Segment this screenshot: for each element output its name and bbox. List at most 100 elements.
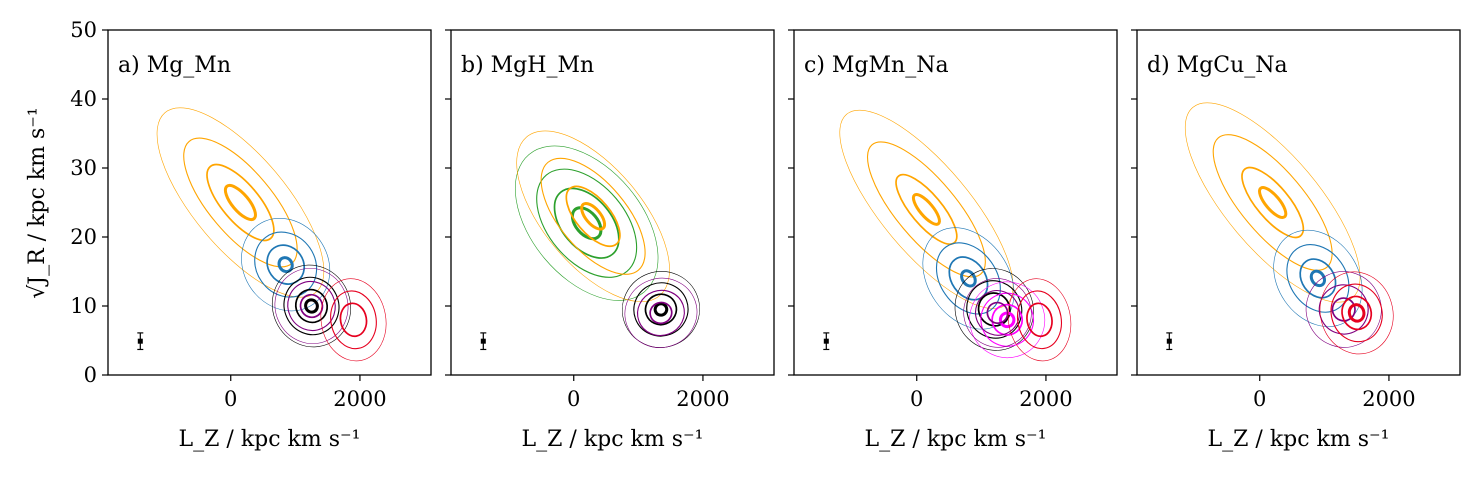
contour-line-1-1 [514,145,659,301]
contour-line-4-1 [274,268,349,344]
contour-line-3-2 [633,282,689,337]
contour-line-5-2 [975,290,1020,336]
contour-line-3-1 [621,271,700,348]
contour-line-1-3 [895,173,958,245]
contour-line-2-4 [960,269,977,288]
contour-line-2-4 [580,201,607,231]
error-bar [823,332,830,351]
contour-line-4-1 [969,281,1046,358]
y-tick-label: 30 [70,156,97,180]
x-tick-label: 2000 [333,387,386,411]
x-axis-label: L_Z / kpc km s⁻¹ [865,427,1047,452]
x-tick-label: 2000 [676,387,729,411]
contours [514,130,700,348]
contour-line-2-1 [241,217,331,312]
contour-line-4-3 [991,303,1024,336]
panels: 0 10 20 30 40 50 0 2000 L_Z / kpc km s⁻¹ a) Mg_Mn… [70,18,1461,452]
contour-line-4-3 [299,293,324,319]
contour-line-6-2 [1016,290,1062,350]
y-tick-label: 40 [70,87,97,111]
contour-line-1-2 [536,168,638,278]
x-axis-label: L_Z / kpc km s⁻¹ [179,427,361,452]
contour-line-2-2 [540,157,646,275]
contour-line-4-2 [637,289,685,337]
contour-line-1-3 [1241,166,1305,239]
contour-line-5-2 [330,290,377,350]
contour-line-1-4 [911,193,941,226]
contour-line-1-4 [1258,186,1288,219]
error-bar-marker [823,338,829,344]
contour-line-1-2 [866,141,986,278]
contour-line-2-3 [266,244,306,285]
y-tick-label: 10 [70,294,97,318]
x-axis-label: L_Z / kpc km s⁻¹ [522,427,704,452]
contours [839,109,1072,362]
contour-line-4-3 [1341,295,1373,331]
y-tick-label: 50 [70,18,97,42]
error-bar-marker [137,338,143,344]
contours [1184,102,1394,355]
contour-line-4-1 [1319,271,1394,355]
contour-line-3-3 [644,293,678,326]
error-bar [480,332,487,351]
contour-line-1-1 [156,107,325,298]
contour-line-4-1 [624,277,698,348]
panel-label: c) MgMn_Na [804,53,949,78]
contour-line-1-3 [553,187,620,259]
x-tick-label: 0 [224,387,237,411]
panel-1: 0 10 20 30 40 50 0 2000 L_Z / kpc km s⁻¹ a) Mg_Mn [70,18,432,452]
panel-label: b) MgH_Mn [461,53,594,78]
contour-line-2-1 [516,130,670,302]
contour-line-2-2 [254,231,318,298]
contour-line-3-3 [294,288,329,324]
contour-line-4-3 [649,301,673,325]
panel-frame [793,29,1118,376]
contours [156,107,387,362]
contour-line-1-3 [206,163,275,242]
contour-line-1-4 [570,206,603,241]
y-tick-label: 0 [84,363,97,387]
contour-line-1-4 [223,183,257,222]
y-axis-label: √J_R / kpc km s⁻¹ [25,107,50,298]
contour-line-2-2 [1286,244,1350,313]
contour-line-5-3 [986,301,1009,325]
contour-line-5-1 [963,278,1032,348]
contour-line-6-3 [1026,302,1053,338]
contour-line-5-1 [320,278,387,362]
contour-line-3-2 [966,280,1023,339]
contour-line-3-2 [1318,284,1369,335]
contour-line-3-1 [271,264,352,348]
contour-line-1-2 [1212,134,1333,271]
x-tick-label: 2000 [1362,387,1415,411]
error-bar [1166,332,1173,351]
panel-label: d) MgCu_Na [1147,53,1288,78]
x-tick-label: 0 [1253,387,1266,411]
contour-line-5-3 [339,302,368,338]
contour-line-3-2 [283,276,340,336]
contour-line-3-1 [1305,271,1382,348]
error-bar-marker [480,338,486,344]
panel-frame [1136,29,1461,376]
contour-line-3-4 [304,298,319,314]
contour-line-2-1 [1273,229,1363,327]
contour-line-1-2 [183,137,298,268]
contour-line-2-1 [922,227,1015,330]
contour-line-1-1 [839,109,1014,309]
x-tick-label: 0 [910,387,923,411]
contour-line-1-1 [1184,102,1361,303]
panel-label: a) Mg_Mn [118,53,231,78]
contour-line-4-2 [287,280,336,332]
contour-line-2-4 [1309,269,1327,288]
contour-line-6-1 [1007,278,1072,362]
contour-line-4-2 [1330,283,1383,343]
x-tick-label: 0 [567,387,580,411]
y-tick-label: 20 [70,225,97,249]
x-tick-label: 2000 [1019,387,1072,411]
panel-frame [450,29,775,376]
x-axis-label: L_Z / kpc km s⁻¹ [1208,427,1390,452]
contour-line-2-3 [1299,258,1337,299]
panel-frame [107,29,432,376]
contour-line-2-3 [565,185,621,248]
panel-4: 0 2000 L_Z / kpc km s⁻¹ d) MgCu_Na [1131,29,1461,452]
